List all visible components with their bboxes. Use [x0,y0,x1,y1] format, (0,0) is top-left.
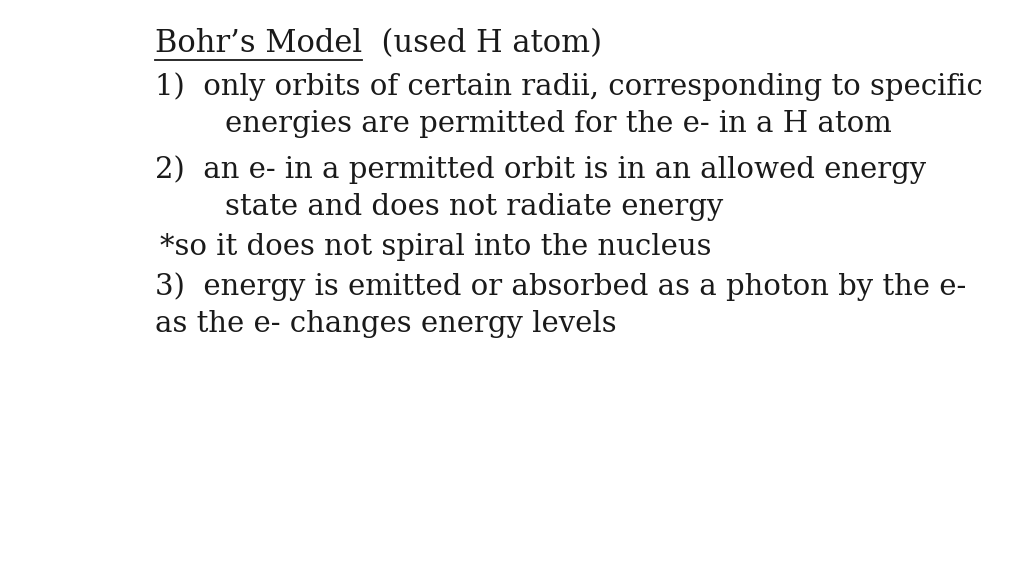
Text: *so it does not spiral into the nucleus: *so it does not spiral into the nucleus [160,233,712,261]
Text: 3)  energy is emitted or absorbed as a photon by the e-: 3) energy is emitted or absorbed as a ph… [155,272,967,301]
Text: (used H atom): (used H atom) [362,28,602,59]
Text: 2)  an e- in a permitted orbit is in an allowed energy: 2) an e- in a permitted orbit is in an a… [155,155,926,184]
Text: energies are permitted for the e- in a H atom: energies are permitted for the e- in a H… [225,110,892,138]
Text: 1)  only orbits of certain radii, corresponding to specific: 1) only orbits of certain radii, corresp… [155,72,983,101]
Text: state and does not radiate energy: state and does not radiate energy [225,193,723,221]
Text: Bohr’s Model: Bohr’s Model [155,28,362,59]
Text: as the e- changes energy levels: as the e- changes energy levels [155,310,616,338]
